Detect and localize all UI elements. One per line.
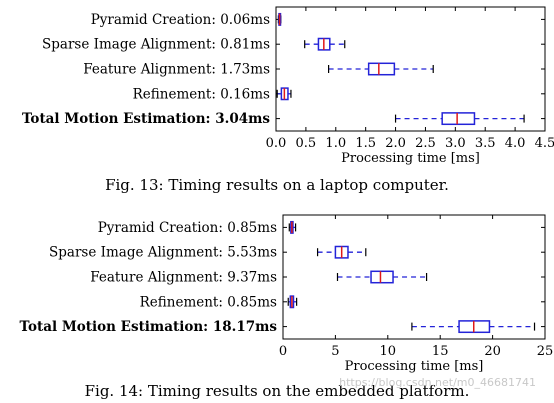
x-tick-label: 1.0 bbox=[325, 136, 346, 151]
x-tick-label: 3.0 bbox=[445, 136, 466, 151]
x-tick-label: 4.5 bbox=[535, 136, 554, 151]
x-tick-label: 5 bbox=[331, 344, 339, 359]
category-label: Total Motion Estimation: 18.17ms bbox=[20, 319, 278, 335]
watermark-text: https://blog.csdn.net/m0_46681741 bbox=[339, 376, 536, 389]
plot-frame bbox=[275, 6, 546, 132]
x-tick-label: 15 bbox=[432, 344, 449, 359]
x-tick-label: 3.5 bbox=[475, 136, 496, 151]
timing-chart-laptop: 0.0 0.5 1.0 1.5 2.0 2.5 3.0 3.5 4.0 4.5 Processing… bbox=[22, 6, 554, 166]
category-label: Refinement: 0.85ms bbox=[140, 294, 277, 310]
box-iqr bbox=[458, 320, 491, 334]
x-tick-label: 0.5 bbox=[296, 136, 317, 151]
x-axis-label: Processing time [ms] bbox=[345, 359, 484, 374]
x-tick-label: 2.0 bbox=[385, 136, 406, 151]
x-tick-label: 0 bbox=[279, 344, 287, 359]
figure-caption-laptop: Fig. 13: Timing results on a laptop comp… bbox=[105, 176, 449, 194]
x-tick-label: 4.0 bbox=[505, 136, 526, 151]
x-tick-label: 20 bbox=[484, 344, 501, 359]
category-label: Pyramid Creation: 0.85ms bbox=[98, 220, 277, 236]
category-label: Feature Alignment: 9.37ms bbox=[90, 270, 277, 286]
x-tick-label: 10 bbox=[380, 344, 397, 359]
category-label: Refinement: 0.16ms bbox=[133, 86, 270, 102]
category-label: Feature Alignment: 1.73ms bbox=[83, 62, 270, 78]
timing-chart-embedded: 0 5 10 15 20 25 Processing time [ms] Pyramid Cr… bbox=[20, 214, 554, 374]
category-label: Sparse Image Alignment: 5.53ms bbox=[49, 245, 277, 261]
x-tick-label: 0.0 bbox=[266, 136, 287, 151]
figure-caption-embedded: Fig. 14: Timing results on the embedded … bbox=[84, 382, 470, 400]
box-iqr bbox=[441, 112, 476, 126]
x-axis-label: Processing time [ms] bbox=[341, 151, 480, 166]
x-tick-label: 2.5 bbox=[415, 136, 436, 151]
box-iqr bbox=[370, 270, 394, 284]
category-label: Sparse Image Alignment: 0.81ms bbox=[42, 37, 270, 53]
category-label: Pyramid Creation: 0.06ms bbox=[91, 12, 270, 28]
category-label: Total Motion Estimation: 3.04ms bbox=[22, 111, 270, 127]
x-tick-label: 25 bbox=[537, 344, 554, 359]
x-tick-label: 1.5 bbox=[355, 136, 376, 151]
box-iqr bbox=[367, 62, 396, 76]
